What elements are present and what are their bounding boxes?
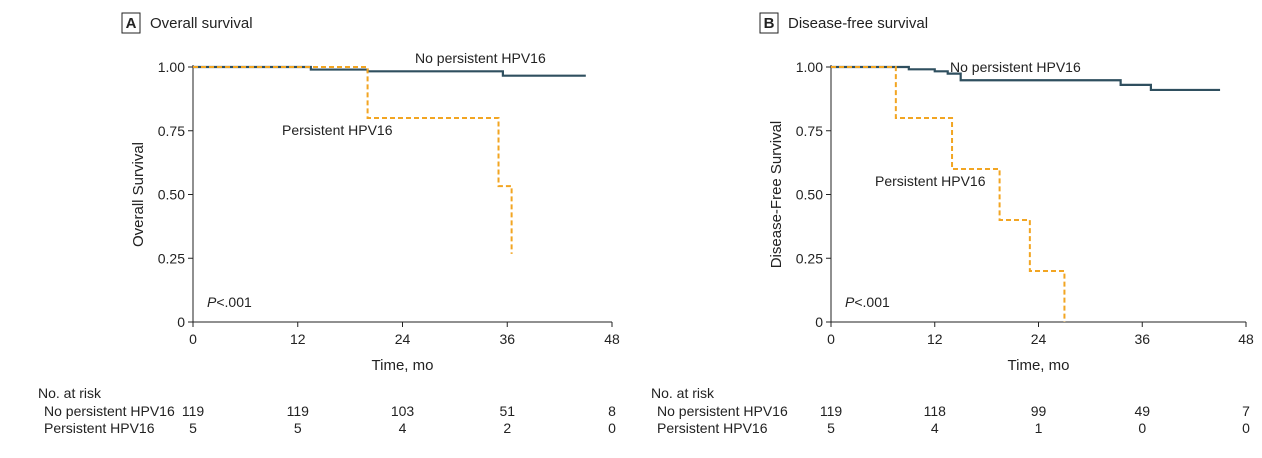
series-no-persistent-hpv16-curve (831, 65, 1221, 92)
risk-count: 1 (1035, 420, 1043, 436)
y-tick-label: 0.50 (158, 187, 185, 203)
risk-row-label: Persistent HPV16 (657, 420, 768, 436)
y-tick-label: 0.75 (796, 123, 823, 139)
x-tick-label: 24 (1031, 331, 1047, 347)
p-value: P<.001 (845, 294, 890, 310)
p-value-prefix: P (207, 294, 217, 310)
risk-count: 119 (182, 403, 205, 419)
risk-count: 5 (294, 420, 302, 436)
series-label-persistent-hpv16: Persistent HPV16 (282, 122, 393, 138)
y-tick-label: 0.50 (796, 187, 823, 203)
x-tick-label: 48 (604, 331, 620, 347)
risk-count: 0 (1138, 420, 1146, 436)
panel-b: B Disease-free survival 0 0.25 0.50 0.75 1.00 0… (651, 12, 1254, 436)
y-tick-label: 1.00 (796, 59, 823, 75)
risk-count: 51 (499, 403, 515, 419)
panel-letter: A (126, 15, 137, 32)
y-tick-label: 1.00 (158, 59, 185, 75)
series-label-no-persistent-hpv16: No persistent HPV16 (950, 59, 1081, 75)
series-persistent-hpv16-curve (831, 66, 1066, 322)
y-tick-label: 0.25 (158, 250, 185, 266)
series-label-persistent-hpv16: Persistent HPV16 (875, 173, 986, 189)
x-axis-label: Time, mo (1008, 357, 1070, 374)
x-axis-label: Time, mo (372, 357, 434, 374)
risk-count: 103 (391, 403, 415, 419)
series-label-no-persistent-hpv16: No persistent HPV16 (415, 50, 546, 66)
risk-count: 2 (503, 420, 511, 436)
risk-count: 99 (1031, 403, 1047, 419)
risk-count: 5 (189, 420, 197, 436)
p-value: P<.001 (207, 294, 252, 310)
y-tick-label: 0.75 (158, 123, 185, 139)
x-tick-label: 0 (827, 331, 835, 347)
y-tick-label: 0.25 (796, 250, 823, 266)
series-no-persistent-hpv16-curve (193, 65, 586, 77)
x-tick-label: 36 (499, 331, 515, 347)
risk-count: 119 (287, 403, 310, 419)
risk-row-label: No persistent HPV16 (44, 403, 175, 419)
y-tick-label: 0 (177, 314, 185, 330)
panel-letter-box (121, 12, 141, 34)
y-axis-label: Disease-Free Survival (768, 121, 785, 269)
risk-row-label: Persistent HPV16 (44, 420, 155, 436)
risk-table-title: No. at risk (38, 385, 102, 401)
p-value-prefix: P (845, 294, 855, 310)
p-value-text: <.001 (216, 294, 252, 310)
series-persistent-hpv16-curve (193, 66, 513, 254)
panel-title: Overall survival (150, 15, 253, 32)
x-tick-label: 24 (395, 331, 411, 347)
panel-letter-box (759, 12, 779, 34)
x-tick-label: 12 (927, 331, 943, 347)
risk-count: 4 (399, 420, 407, 436)
risk-table-title: No. at risk (651, 385, 715, 401)
panel-title: Disease-free survival (788, 15, 928, 32)
risk-count: 49 (1134, 403, 1150, 419)
panel-letter: B (764, 15, 775, 32)
x-tick-label: 36 (1134, 331, 1150, 347)
risk-count: 7 (1242, 403, 1250, 419)
risk-row-label: No persistent HPV16 (657, 403, 788, 419)
risk-count: 119 (820, 403, 843, 419)
x-tick-label: 0 (189, 331, 197, 347)
y-axis-label: Overall Survival (130, 142, 147, 247)
x-tick-label: 48 (1238, 331, 1254, 347)
x-tick-label: 12 (290, 331, 306, 347)
risk-count: 5 (827, 420, 835, 436)
risk-count: 4 (931, 420, 939, 436)
risk-count: 118 (924, 403, 947, 419)
p-value-text: <.001 (854, 294, 890, 310)
risk-count: 8 (608, 403, 616, 419)
risk-count: 0 (608, 420, 616, 436)
y-tick-label: 0 (815, 314, 823, 330)
risk-count: 0 (1242, 420, 1250, 436)
